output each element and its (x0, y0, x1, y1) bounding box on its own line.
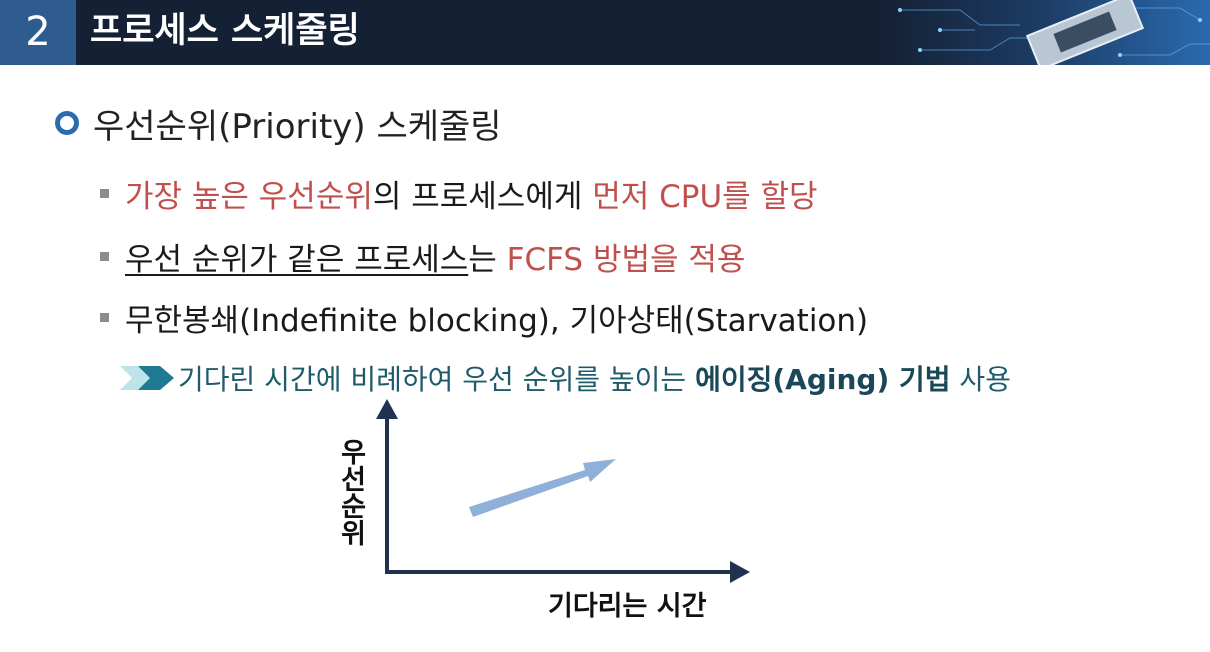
bullet-2-part-1: 우선 순위가 같은 프로세스 (125, 241, 469, 278)
heading-text: 우선순위(Priority) 스케줄링 (93, 106, 502, 147)
ring-bullet-icon (55, 111, 79, 135)
slide-header: 2 프로세스 스케줄링 (0, 0, 1210, 65)
bullet-1-part-1: 가장 높은 우선순위 (125, 178, 373, 215)
aging-graph (376, 399, 750, 583)
x-axis-label: 기다리는 시간 (548, 591, 707, 622)
bullet-1-part-3: 먼저 CPU를 할당 (592, 178, 818, 215)
bullet-3-text: 무한봉쇄(Indefinite blocking), 기아상태(Starvati… (125, 302, 869, 339)
bullet-1-part-2: 의 프로세스에게 (372, 178, 593, 215)
square-bullet-icon (100, 251, 109, 261)
bullet-2-part-2: 는 (468, 241, 507, 278)
bullet-item-1: 가장 높은 우선순위 의 프로세스에게 먼저 CPU를 할당 (100, 172, 818, 215)
bullet-item-2: 우선 순위가 같은 프로세스 는 FCFS 방법을 적용 (100, 235, 746, 278)
sub-point-prefix: 기다린 시간에 비례하여 우선 순위를 높이는 (178, 363, 696, 396)
sub-point-suffix: 사용 (950, 363, 1011, 396)
section-heading: 우선순위(Priority) 스케줄링 (55, 100, 502, 147)
slide-title: 프로세스 스케줄링 (90, 11, 360, 51)
rising-trend-arrow (469, 459, 616, 517)
section-number: 2 (0, 0, 76, 65)
sub-point-emphasis: 에이징(Aging) 기법 (695, 363, 951, 396)
square-bullet-icon (100, 188, 109, 198)
y-axis-label: 우선순위 (335, 438, 366, 546)
square-bullet-icon (100, 312, 109, 322)
sub-point: 기다린 시간에 비례하여 우선 순위를 높이는 에이징(Aging) 기법 사용 (120, 360, 1011, 396)
double-chevron-icon (120, 366, 174, 390)
bullet-2-part-3: FCFS 방법을 적용 (506, 241, 746, 278)
y-axis-arrowhead (376, 399, 398, 419)
x-axis-arrowhead (730, 561, 750, 583)
bullet-item-3: 무한봉쇄(Indefinite blocking), 기아상태(Starvati… (100, 296, 869, 339)
circuit-chip-decoration (880, 0, 1210, 65)
